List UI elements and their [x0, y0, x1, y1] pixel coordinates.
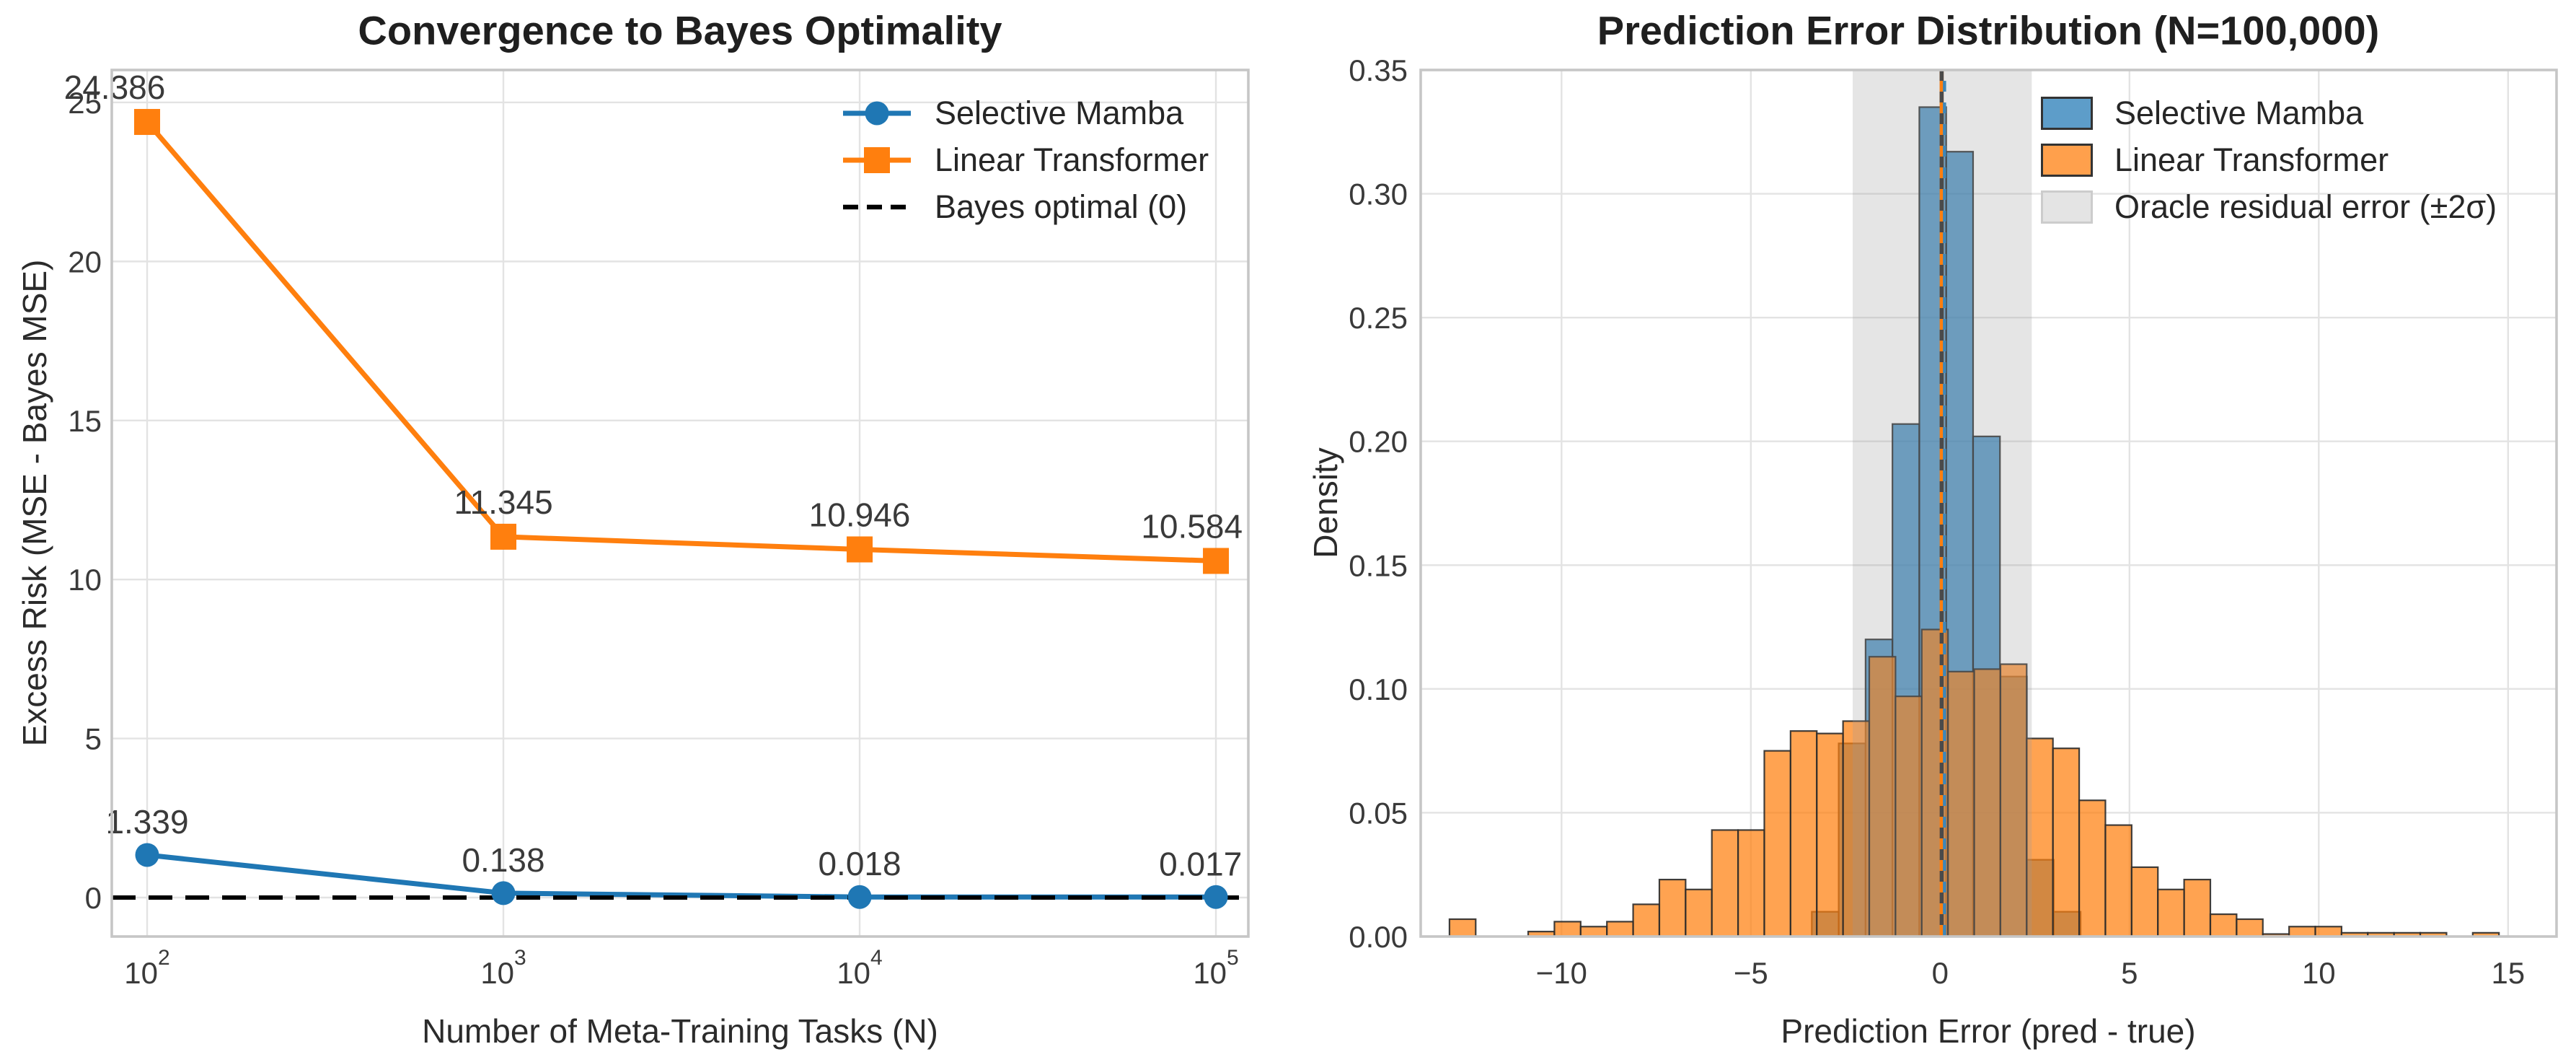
histogram-bar-transformer: [1685, 888, 1713, 938]
series-line-mamba: [146, 852, 1217, 900]
legend-label: Selective Mamba: [2114, 95, 2364, 131]
x-tick-label: 105: [1193, 946, 1238, 990]
series-marker-mamba: [491, 881, 516, 905]
histogram-bar-transformer: [2052, 747, 2081, 938]
histogram-bar-transformer: [2236, 918, 2264, 938]
y-tick-label: 5: [85, 722, 102, 756]
histogram-bar-transformer: [1842, 720, 1871, 938]
histogram-bar-transformer: [1606, 921, 1634, 938]
point-label: 0.138: [462, 841, 544, 879]
histogram-bar-transformer: [1579, 926, 1608, 938]
y-tick-label: 0.10: [1349, 672, 1408, 706]
legend-entry-oracle-band: Oracle residual error (±2σ): [2041, 188, 2497, 225]
left-y-axis-label: Excess Risk (MSE - Bayes MSE): [16, 259, 53, 747]
histogram-bar-transformer: [2104, 824, 2132, 938]
y-tick-label: 0.25: [1349, 301, 1408, 335]
histogram-bar-transformer: [2183, 878, 2212, 938]
series-marker-transformer: [847, 536, 873, 563]
right-axes-spines: [1419, 69, 2558, 938]
y-tick-label: 20: [68, 245, 102, 278]
mamba-line-circle-glyph: [843, 101, 911, 126]
y-tick-label: 0.15: [1349, 548, 1408, 582]
x-tick-label: −10: [1536, 956, 1587, 990]
histogram-bar-transformer: [1448, 918, 1477, 938]
legend-label: Oracle residual error (±2σ): [2114, 188, 2497, 225]
x-tick-label: 102: [124, 946, 169, 990]
point-label: 10.946: [809, 496, 911, 533]
histogram-bar-transformer: [2026, 737, 2054, 938]
y-tick-label: 25: [68, 86, 102, 120]
right-chart-title: Prediction Error Distribution (N=100,000…: [1597, 7, 2380, 53]
histogram-bar-transformer: [2209, 913, 2238, 938]
x-tick-label: 104: [837, 946, 882, 990]
histogram-bar-transformer: [2314, 926, 2343, 938]
series-marker-transformer: [134, 109, 161, 136]
histogram-bar-transformer: [2288, 926, 2316, 938]
x-tick-label: −5: [1734, 956, 1768, 990]
legend-label: Linear Transformer: [935, 141, 1209, 178]
histogram-bar-transformer: [1816, 732, 1844, 938]
series-marker-mamba: [135, 843, 159, 867]
transformer-line-square-glyph: [843, 147, 911, 173]
histogram-bar-transformer: [1789, 730, 1818, 938]
right-x-axis-label: Prediction Error (pred - true): [1781, 1012, 2196, 1050]
histogram-bar-transformer: [1947, 670, 1975, 938]
legend-entry-linear-transformer: Linear Transformer: [841, 141, 1209, 178]
x-tick-label: 5: [2121, 956, 2138, 990]
transformer-patch-glyph: [2041, 144, 2093, 177]
x-tick-label: 103: [480, 946, 526, 990]
y-tick-label: 0.00: [1349, 920, 1408, 954]
y-tick-label: 0.35: [1349, 53, 1408, 87]
legend-label: Bayes optimal (0): [935, 188, 1188, 225]
legend-label: Selective Mamba: [935, 95, 1184, 131]
y-tick-label: 10: [68, 563, 102, 597]
histogram-bar-transformer: [2157, 888, 2185, 938]
histogram-bar-transformer: [1632, 903, 1661, 938]
histogram-bar-transformer: [2078, 799, 2107, 938]
legend-label: Linear Transformer: [2114, 141, 2389, 178]
left-axes-spines: [110, 69, 1250, 938]
point-label: 24.386: [64, 69, 166, 106]
point-label: 1.339: [105, 803, 188, 841]
left-legend: Selective Mamba Linear Transformer Bayes…: [841, 95, 1209, 225]
x-tick-label: 15: [2491, 956, 2525, 990]
histogram-bar-transformer: [1658, 878, 1687, 938]
histogram-bar-transformer: [1894, 696, 1923, 938]
y-tick-label: 0.30: [1349, 177, 1408, 211]
point-label: 0.018: [818, 845, 901, 882]
y-tick-label: 0.20: [1349, 425, 1408, 459]
histogram-bar-transformer: [1763, 750, 1791, 938]
histogram-bar-transformer: [1737, 829, 1765, 938]
dashed-line-glyph: [843, 204, 911, 210]
legend-entry-linear-transformer: Linear Transformer: [2041, 141, 2497, 178]
histogram-bar-transformer: [1553, 921, 1582, 938]
series-line-transformer: [145, 120, 1217, 563]
x-tick-label: 10: [2302, 956, 2336, 990]
y-tick-label: 0.05: [1349, 796, 1408, 830]
series-marker-transformer: [1203, 548, 1230, 574]
point-label: 11.345: [454, 483, 552, 521]
y-tick-label: 0: [85, 881, 102, 915]
series-marker-mamba: [847, 885, 872, 909]
series-marker-mamba: [1204, 885, 1228, 909]
x-tick-label: 0: [1932, 956, 1949, 990]
mamba-patch-glyph: [2041, 97, 2093, 130]
histogram-bar-transformer: [2130, 866, 2159, 938]
left-chart-title: Convergence to Bayes Optimality: [358, 7, 1002, 53]
right-y-axis-label: Density: [1307, 447, 1344, 558]
legend-entry-bayes-optimal: Bayes optimal (0): [841, 188, 1209, 225]
legend-entry-selective-mamba: Selective Mamba: [2041, 95, 2497, 131]
point-label: 0.017: [1159, 845, 1242, 882]
histogram-bar-transformer: [1711, 829, 1739, 938]
right-legend: Selective Mamba Linear Transformer Oracl…: [2041, 95, 2497, 225]
left-x-axis-label: Number of Meta-Training Tasks (N): [422, 1012, 938, 1050]
legend-entry-selective-mamba: Selective Mamba: [841, 95, 1209, 131]
series-marker-transformer: [490, 523, 517, 550]
oracle-band-patch-glyph: [2041, 190, 2093, 224]
y-tick-label: 15: [68, 404, 102, 438]
point-label: 10.584: [1141, 507, 1243, 545]
